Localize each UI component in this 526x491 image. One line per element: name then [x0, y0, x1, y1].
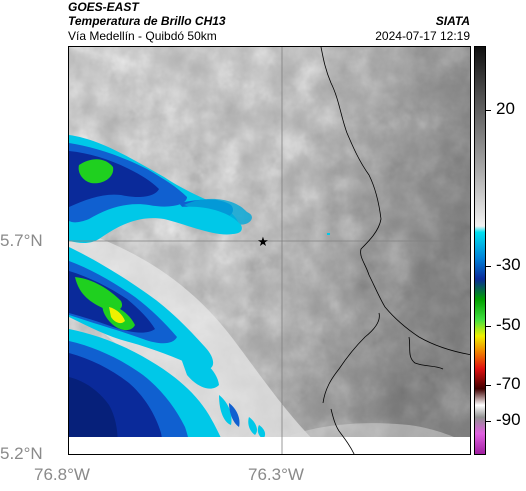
colorbar-tick — [486, 110, 491, 111]
timestamp-label: 2024-07-17 12:19 — [375, 29, 470, 43]
bottom-strip — [69, 437, 470, 454]
cold-cloud-middle — [69, 247, 219, 389]
temperature-colorbar — [474, 46, 486, 455]
lon-label-76-3: 76.3°W — [248, 465, 304, 484]
cold-cloud-tail — [179, 206, 242, 234]
colorbar-tick — [486, 326, 491, 327]
map-canvas: ★ — [69, 47, 470, 454]
boundary-line-upper — [320, 47, 470, 356]
colorbar-tick — [486, 266, 491, 267]
brightness-temperature-map: ★ — [68, 46, 471, 455]
cold-cloud-lower — [69, 329, 266, 454]
star-icon: ★ — [257, 235, 269, 250]
lat-label-5-2: 5.2°N — [0, 444, 43, 463]
product-title: Temperatura de Brillo CH13 — [68, 14, 226, 28]
satellite-title: GOES-EAST — [68, 0, 139, 14]
colorbar-label-minus70: -70 — [496, 374, 521, 393]
lon-label-76-8: 76.8°W — [34, 465, 90, 484]
lat-label-5-7: 5.7°N — [0, 231, 43, 250]
colorbar-label-20: 20 — [496, 99, 515, 118]
boundary-line-south — [330, 408, 355, 454]
colorbar-label-minus30: -30 — [496, 255, 521, 274]
colorbar-gradient — [475, 47, 485, 454]
colorbar-label-minus90: -90 — [496, 410, 521, 429]
colorbar-tick — [486, 385, 491, 386]
boundary-line-lower — [322, 312, 380, 404]
cold-speck — [327, 233, 330, 235]
boundary-line-east — [408, 336, 444, 370]
route-label: Vía Medellín - Quibdó 50km — [68, 29, 217, 43]
colorbar-label-minus50: -50 — [496, 315, 521, 334]
colorbar-tick — [486, 421, 491, 422]
agency-label: SIATA — [435, 14, 470, 28]
